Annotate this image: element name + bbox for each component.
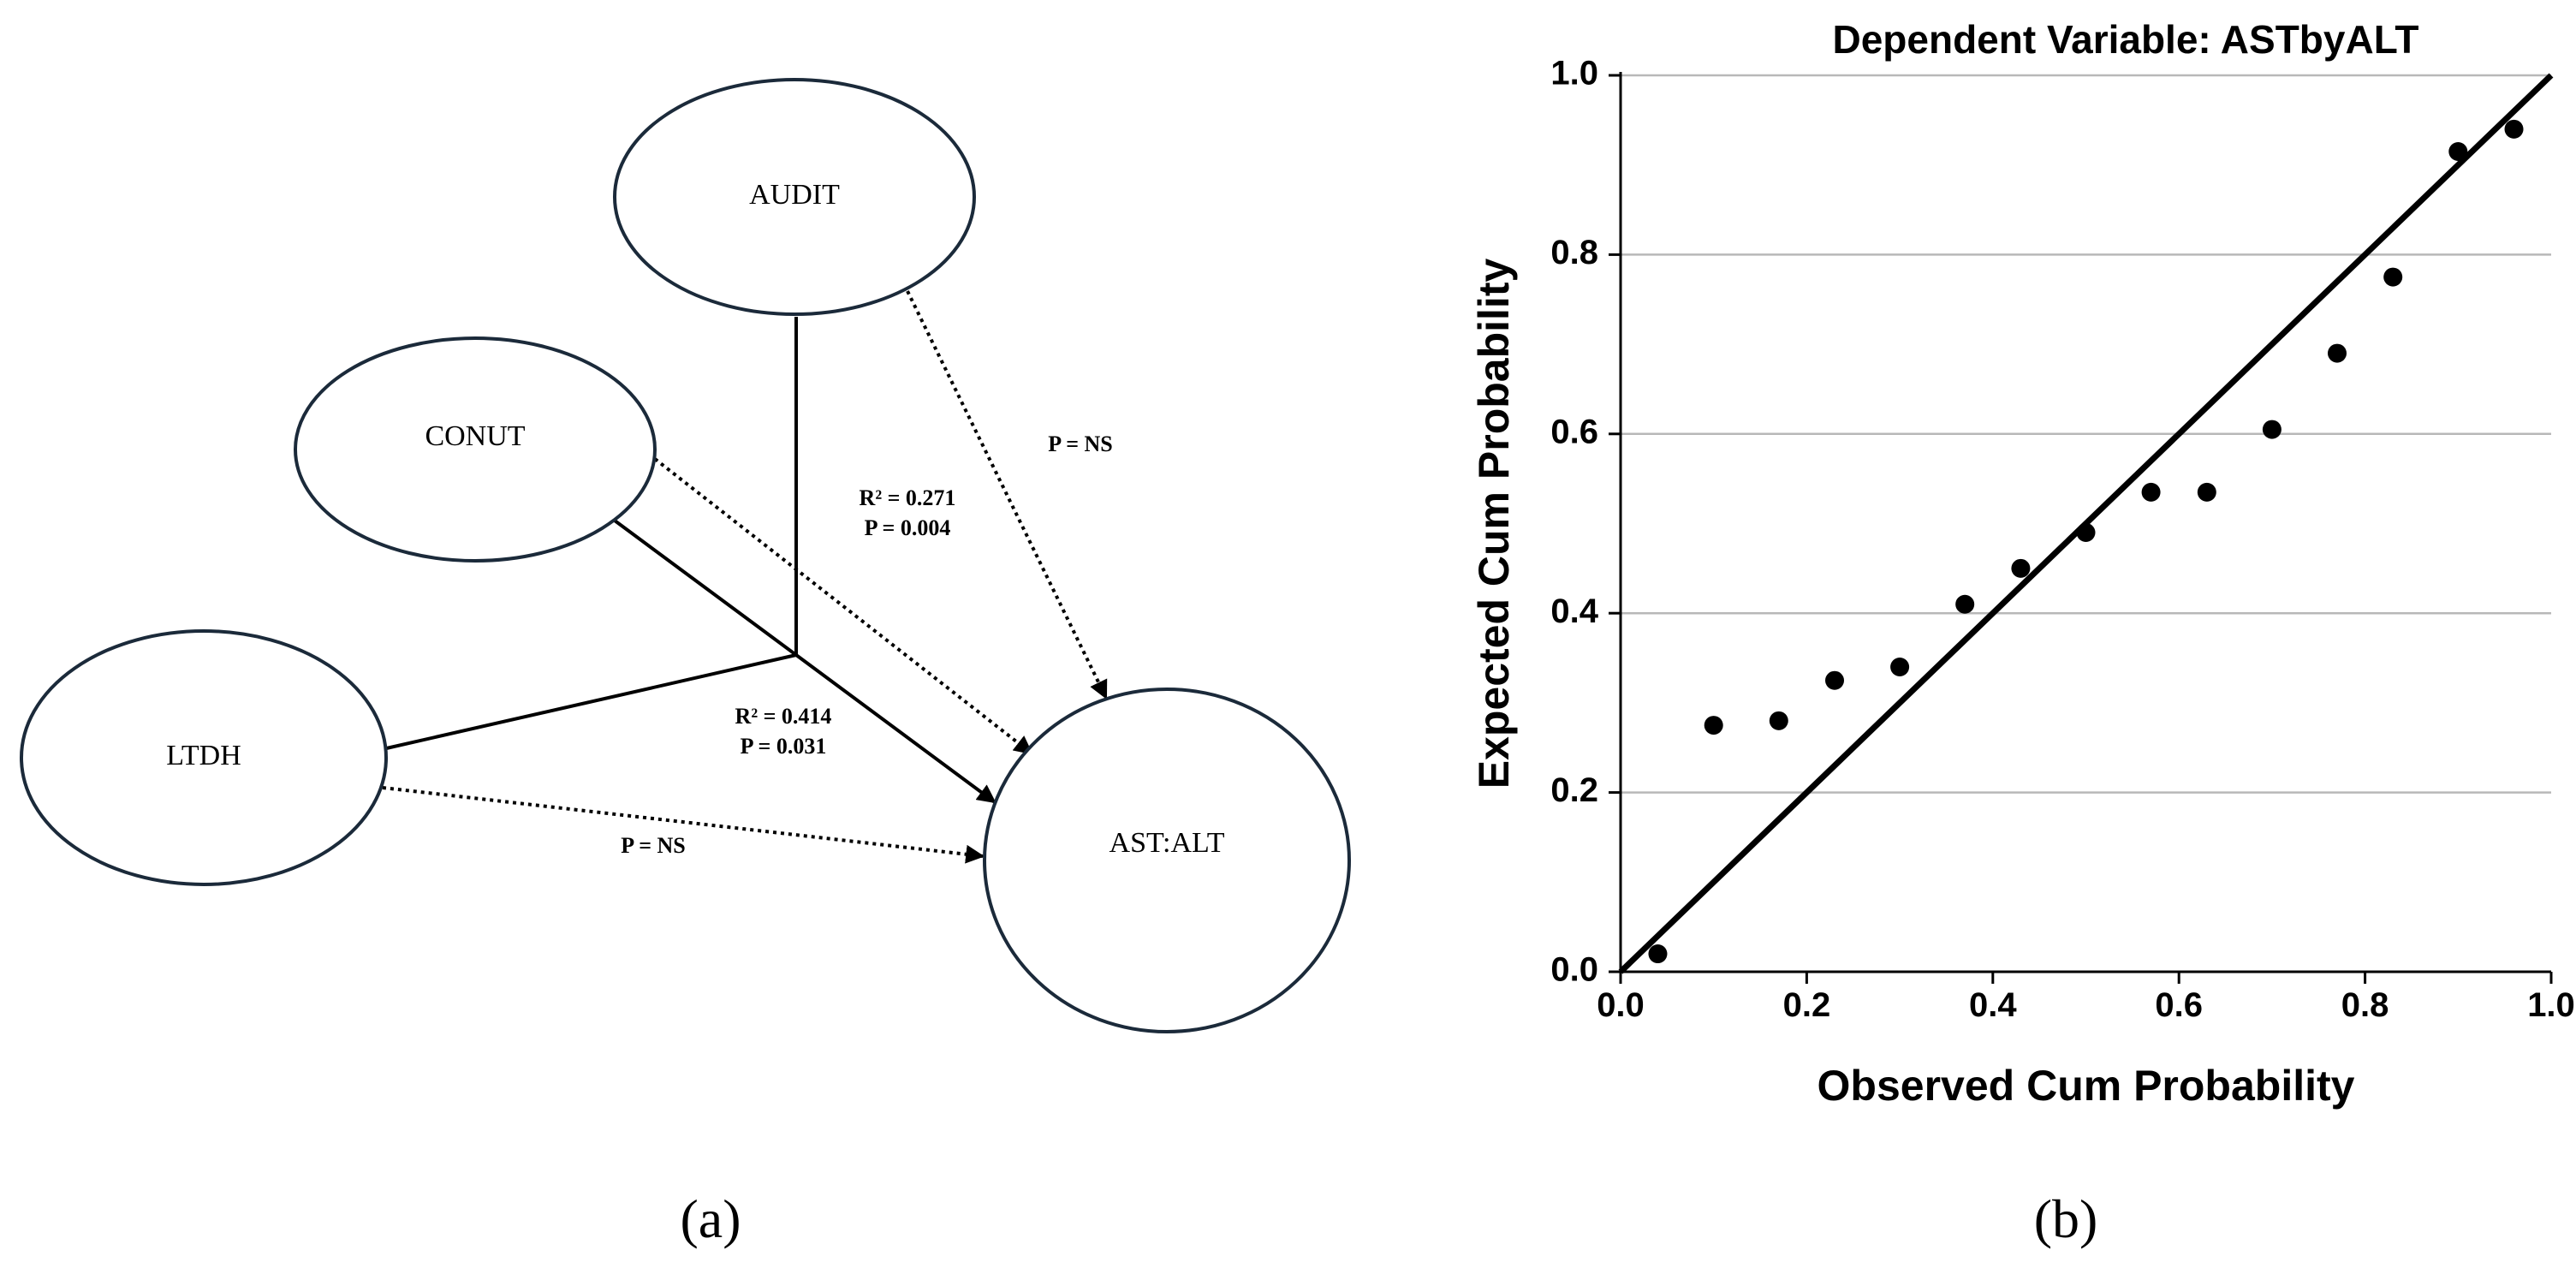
pp-plot: Dependent Variable: ASTbyALT 0.00.20.40.… <box>1470 17 2575 1249</box>
node-ltdh: LTDH <box>20 629 388 886</box>
panel-b-caption: (b) <box>2034 1188 2098 1249</box>
data-point <box>2011 558 2031 578</box>
ltdh-dotted-arrow <box>382 786 985 864</box>
y-tick-label: 0.2 <box>1550 771 1598 809</box>
audit-p-label: P = NS <box>1048 432 1113 456</box>
x-tick-labels: 0.0 0.2 0.4 0.6 0.8 1.0 <box>1597 972 2575 1024</box>
node-ltdh-label: LTDH <box>166 740 241 771</box>
data-points <box>1648 119 2524 964</box>
data-point <box>2262 420 2282 439</box>
data-point <box>1648 944 1668 964</box>
x-tick-label: 0.0 <box>1597 986 1645 1024</box>
node-audit: AUDIT <box>613 78 976 316</box>
data-point <box>1890 658 1910 677</box>
data-point <box>2504 119 2524 139</box>
y-tick-label: 0.0 <box>1550 951 1598 989</box>
y-tick-label: 0.6 <box>1550 413 1598 450</box>
path-diagram: AUDIT CONUT LTDH AST:ALT P = NS R² = 0.2… <box>20 78 1351 1249</box>
data-point <box>2141 482 2161 502</box>
x-tick-label: 1.0 <box>2527 986 2575 1024</box>
p-lower-label: P = 0.031 <box>741 734 827 759</box>
combined-solid-arrow <box>794 653 996 804</box>
y-tick-labels: 0.0 0.2 0.4 0.6 0.8 1.0 <box>1550 55 1621 989</box>
x-tick-label: 0.4 <box>1969 986 2017 1024</box>
ltdh-solid-path <box>382 653 797 751</box>
node-conut-label: CONUT <box>425 420 525 452</box>
data-point <box>2197 482 2216 502</box>
audit-dotted-arrow <box>906 290 1108 700</box>
data-point <box>2383 267 2403 287</box>
conut-solid-path <box>613 519 798 657</box>
r2-upper-label: R² = 0.271 <box>860 485 956 510</box>
x-tick-label: 0.6 <box>2155 986 2203 1024</box>
data-point <box>2327 343 2347 363</box>
y-tick-label: 0.4 <box>1550 592 1598 630</box>
ltdh-p-label: P = NS <box>621 833 686 858</box>
data-point <box>1769 711 1788 730</box>
data-point <box>1955 594 1975 614</box>
r2-lower-label: R² = 0.414 <box>735 704 832 729</box>
node-audit-label: AUDIT <box>749 179 840 211</box>
y-tick-label: 0.8 <box>1550 234 1598 271</box>
grid-lines <box>1621 74 2551 794</box>
node-ast-alt-label: AST:ALT <box>1110 827 1225 859</box>
node-ast-alt: AST:ALT <box>983 688 1351 1033</box>
y-tick-label: 1.0 <box>1550 55 1598 92</box>
x-tick-label: 0.8 <box>2341 986 2389 1024</box>
p-upper-label: P = 0.004 <box>865 515 951 540</box>
x-axis-label: Observed Cum Probability <box>1817 1062 2355 1110</box>
data-point <box>2448 141 2468 161</box>
chart-title: Dependent Variable: ASTbyALT <box>1833 17 2419 62</box>
data-point <box>1704 716 1723 735</box>
data-point <box>1825 670 1845 690</box>
y-axis-label: Expected Cum Probability <box>1470 259 1518 789</box>
conut-dotted-arrow <box>653 457 1033 755</box>
x-tick-label: 0.2 <box>1783 986 1831 1024</box>
data-point <box>2076 522 2096 542</box>
node-conut: CONUT <box>294 336 657 563</box>
panel-a-caption: (a) <box>680 1188 741 1249</box>
